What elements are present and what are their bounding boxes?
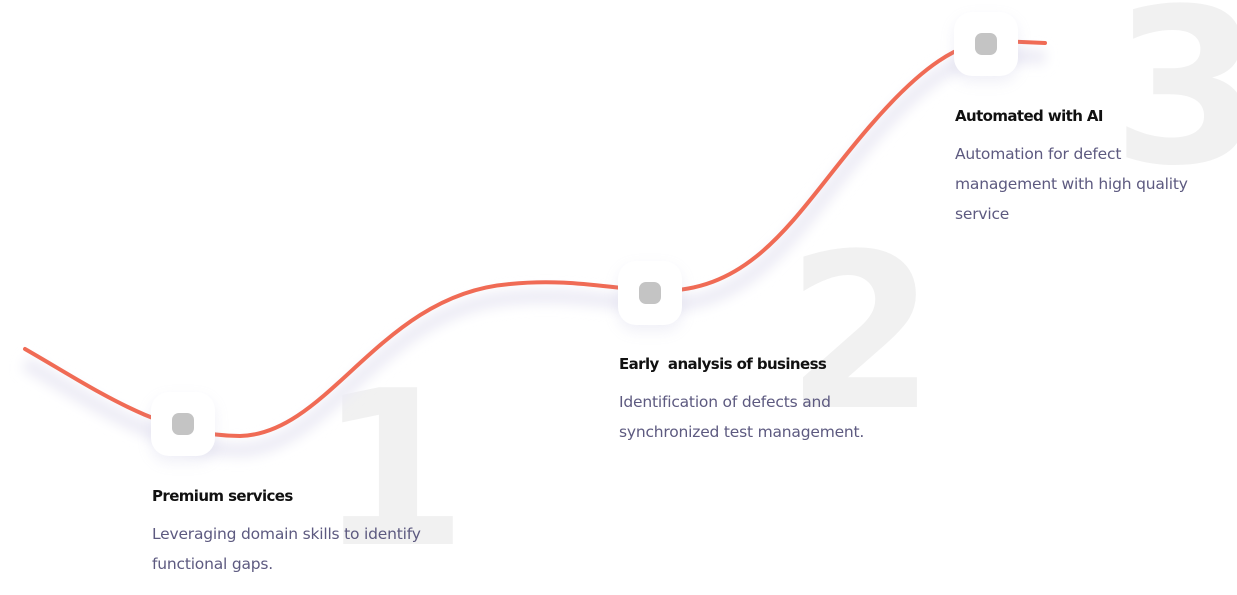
step-node xyxy=(151,392,215,456)
step-description: Automation for defect management with hi… xyxy=(955,145,1188,223)
step-number-watermark: 2 xyxy=(786,207,936,458)
timeline-curve-shadow xyxy=(21,47,1046,458)
step-number-watermark: 3 xyxy=(1112,0,1237,213)
step-title: Automated with AI xyxy=(955,107,1103,125)
step-early-analysis: Early analysis of business Identificatio… xyxy=(619,355,889,447)
timeline-curve-line xyxy=(23,38,1047,439)
step-title: Early analysis of business xyxy=(619,355,827,373)
step-node-dot xyxy=(639,282,661,304)
step-title: Premium services xyxy=(152,487,293,505)
step-node xyxy=(618,261,682,325)
step-node-dot xyxy=(172,413,194,435)
step-automated-ai: Automated with AI Automation for defect … xyxy=(955,107,1225,229)
step-premium-services: Premium services Leveraging domain skill… xyxy=(152,487,452,579)
step-description: Identification of defects and synchroniz… xyxy=(619,393,865,441)
step-description: Leveraging domain skills to identify fun… xyxy=(152,525,421,573)
step-node xyxy=(954,12,1018,76)
step-node-dot xyxy=(975,33,997,55)
